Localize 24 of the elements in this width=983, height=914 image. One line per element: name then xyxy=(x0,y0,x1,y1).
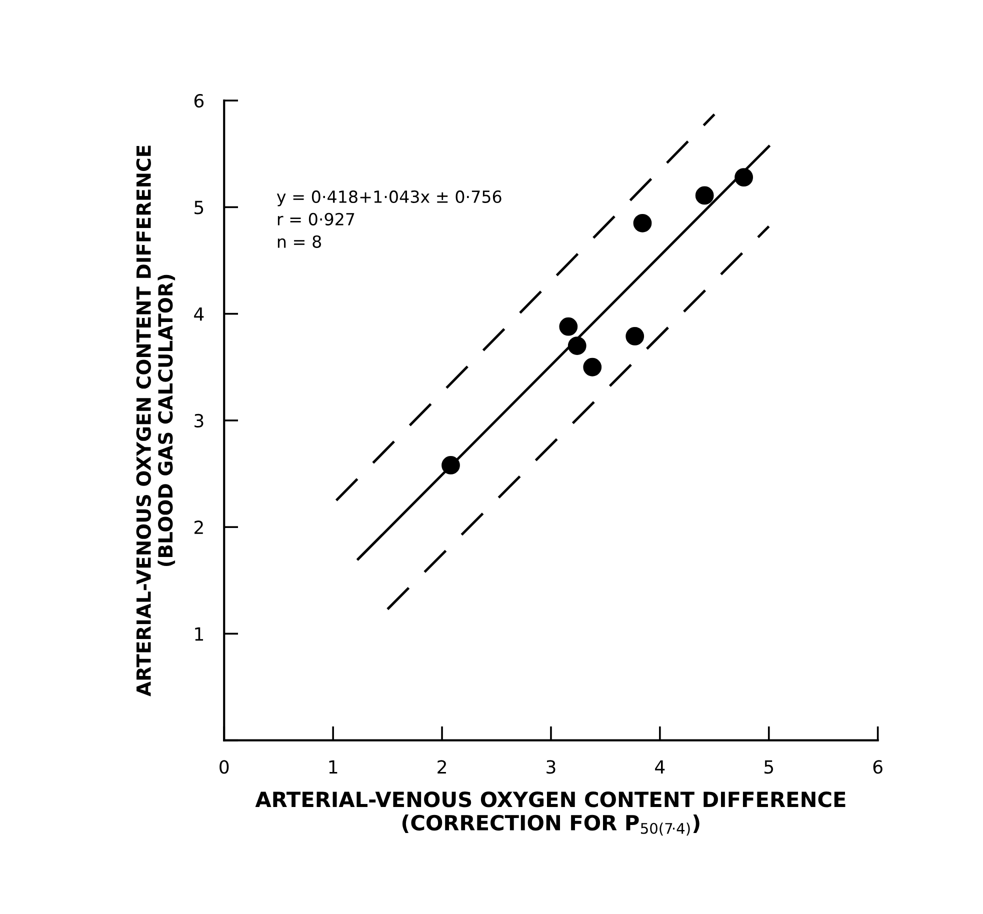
point xyxy=(559,317,578,336)
x-tick-label: 2 xyxy=(438,760,446,774)
y-tick-label: 1 xyxy=(195,627,204,641)
x-tick-label: 6 xyxy=(873,760,882,774)
y-tick-label: 6 xyxy=(194,94,204,108)
x-tick-label: 1 xyxy=(329,760,338,774)
y-tick-label: 2 xyxy=(194,520,203,534)
x-tick-label: 4 xyxy=(655,760,665,774)
point xyxy=(695,186,714,205)
point xyxy=(633,214,652,232)
x-tick-label: 0 xyxy=(220,760,229,774)
point xyxy=(583,358,602,376)
point xyxy=(442,456,460,474)
point xyxy=(734,168,754,187)
y-tick-label: 4 xyxy=(194,308,204,321)
y-tick-label: 5 xyxy=(194,200,204,214)
point xyxy=(626,327,644,346)
y-axis-title: ARTERIAL-VENOUS OXYGEN CONTENT DIFFERENCE (BLOOD GAS CALCULATOR) xyxy=(136,146,176,696)
point xyxy=(568,336,586,355)
y-tick-label: 3 xyxy=(194,414,204,428)
x-axis-title: ARTERIAL-VENOUS OXYGEN CONTENT DIFFERENCE (CORRECTION FOR P$_{50(7·4)}$) xyxy=(255,792,846,836)
annotation: y = 0·418+1·043x ± 0·756 r = 0·927 n = 8 xyxy=(276,190,502,248)
x-tick-label: 3 xyxy=(546,760,556,774)
x-tick-label: 5 xyxy=(764,760,774,774)
